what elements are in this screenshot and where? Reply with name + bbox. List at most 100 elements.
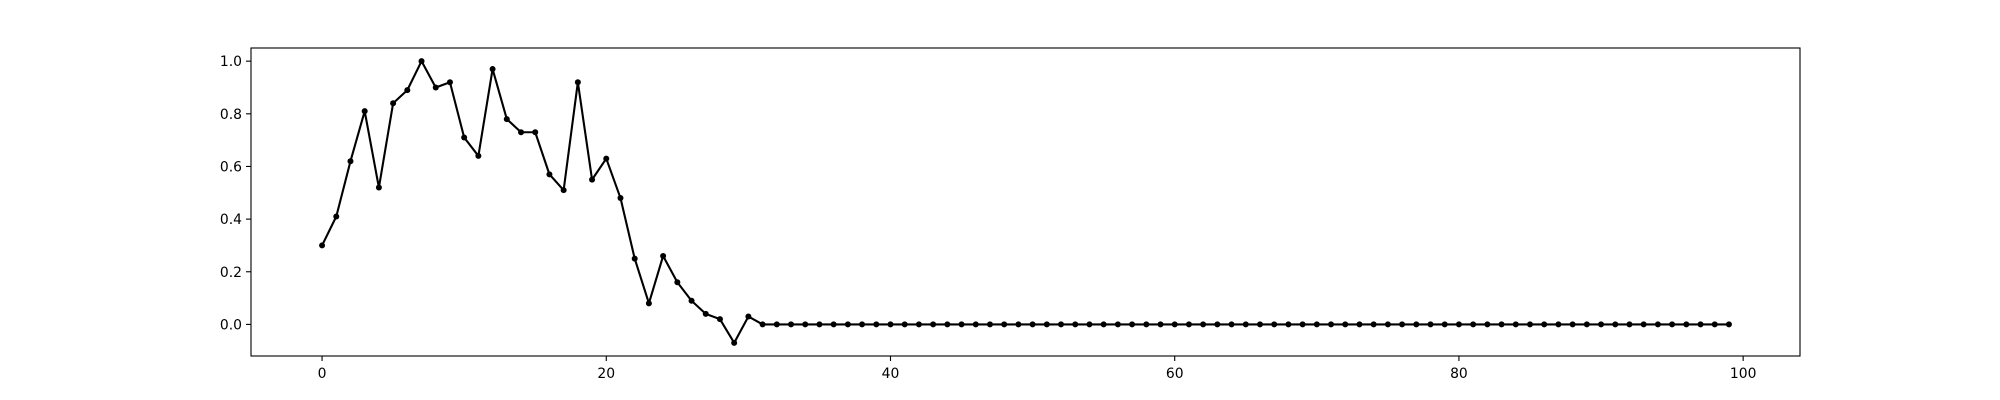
data-point (1072, 321, 1079, 328)
data-point (404, 87, 411, 94)
data-point (1470, 321, 1477, 328)
data-point (574, 79, 581, 86)
data-point (489, 66, 496, 73)
data-point (1441, 321, 1448, 328)
data-point (1356, 321, 1363, 328)
data-point (1285, 321, 1292, 328)
data-point (1342, 321, 1349, 328)
data-point (915, 321, 922, 328)
data-point (1370, 321, 1377, 328)
data-point (944, 321, 951, 328)
data-point (1271, 321, 1278, 328)
data-point (1100, 321, 1107, 328)
data-point (347, 158, 354, 165)
data-point (631, 255, 638, 262)
y-tick-label: 0.6 (220, 159, 242, 175)
x-tick-label: 80 (1450, 366, 1468, 382)
data-point (1384, 321, 1391, 328)
data-point (475, 152, 482, 159)
data-point (1043, 321, 1050, 328)
data-point (518, 129, 525, 136)
data-point (560, 187, 567, 194)
data-point (1669, 321, 1676, 328)
data-point (1058, 321, 1065, 328)
data-point (461, 134, 468, 141)
data-point (958, 321, 965, 328)
data-point (1697, 321, 1704, 328)
data-point (1214, 321, 1221, 328)
data-point (617, 195, 624, 202)
data-point (688, 297, 695, 304)
data-point (446, 79, 453, 86)
data-point (1228, 321, 1235, 328)
data-point (1654, 321, 1661, 328)
data-point (1541, 321, 1548, 328)
series-line (321, 60, 1730, 344)
data-point (745, 313, 752, 320)
data-point (1569, 321, 1576, 328)
data-point (1711, 321, 1718, 328)
data-point (1512, 321, 1519, 328)
data-point (390, 100, 397, 107)
data-point (660, 252, 667, 259)
data-point (702, 310, 709, 317)
data-point (972, 321, 979, 328)
data-point (418, 58, 425, 65)
data-point (603, 155, 610, 162)
x-tick-label: 60 (1166, 366, 1184, 382)
data-point (1555, 321, 1562, 328)
data-point (1171, 321, 1178, 328)
data-point (1029, 321, 1036, 328)
data-point (1598, 321, 1605, 328)
data-point (1399, 321, 1406, 328)
data-point (1725, 321, 1732, 328)
data-point (930, 321, 937, 328)
data-point (1185, 321, 1192, 328)
axes-frame (250, 47, 1801, 357)
data-point (1626, 321, 1633, 328)
x-axis: 0 20 40 60 80 100 (318, 356, 1756, 382)
x-tick-label: 0 (318, 366, 327, 382)
data-point (859, 321, 866, 328)
data-point (731, 339, 738, 346)
data-point (1299, 321, 1306, 328)
data-point (1242, 321, 1249, 328)
data-point (1313, 321, 1320, 328)
data-point (773, 321, 780, 328)
data-point (716, 316, 723, 323)
data-point (503, 116, 510, 123)
data-point (532, 129, 539, 136)
data-point (1157, 321, 1164, 328)
data-point (319, 242, 326, 249)
data-point (589, 176, 596, 183)
plot-area (319, 58, 1732, 346)
data-point (1640, 321, 1647, 328)
data-point (674, 279, 681, 286)
data-point (1001, 321, 1008, 328)
y-tick-label: 0.4 (220, 212, 242, 228)
data-point (645, 300, 652, 307)
data-point (361, 108, 368, 115)
y-tick-label: 0.8 (220, 107, 242, 123)
data-point (1129, 321, 1136, 328)
data-point (1413, 321, 1420, 328)
data-point (1328, 321, 1335, 328)
data-point (759, 321, 766, 328)
y-tick-label: 0.0 (220, 317, 242, 333)
data-point (1498, 321, 1505, 328)
data-point (830, 321, 837, 328)
data-point (1427, 321, 1434, 328)
data-point (802, 321, 809, 328)
data-point (1256, 321, 1263, 328)
x-tick-label: 20 (597, 366, 615, 382)
data-point (1455, 321, 1462, 328)
data-point (546, 171, 553, 178)
data-point (375, 184, 382, 191)
data-point (1484, 321, 1491, 328)
data-point (1200, 321, 1207, 328)
data-point (1583, 321, 1590, 328)
data-point (788, 321, 795, 328)
y-axis: 0.0 0.2 0.4 0.6 0.8 1.0 (220, 54, 251, 333)
data-point (1143, 321, 1150, 328)
